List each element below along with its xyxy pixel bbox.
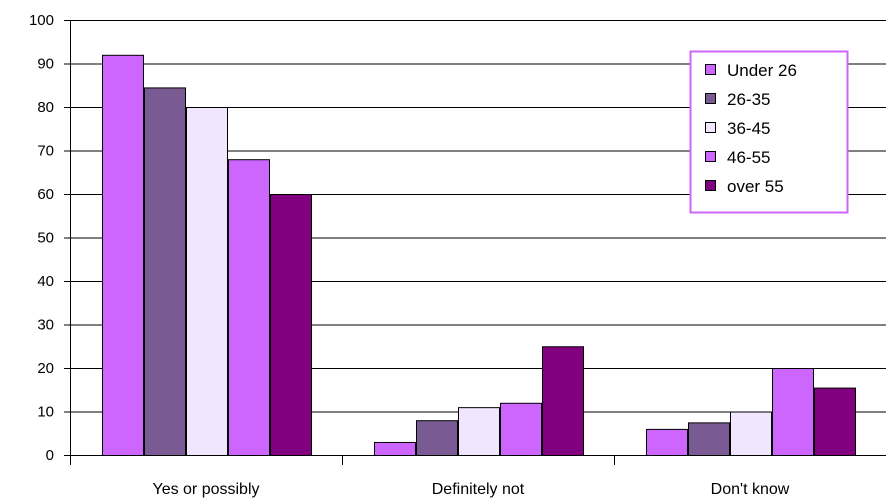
y-tick-label: 20	[37, 360, 54, 377]
y-tick-label: 0	[46, 447, 54, 464]
y-tick-label: 90	[37, 56, 54, 73]
y-tick-label: 10	[37, 404, 54, 421]
bar-over-55-2	[815, 388, 856, 455]
y-axis-tick-labels: 0 10 20 30 40 50 60 70 80 90 100	[29, 12, 54, 464]
category-label: Don't know	[711, 481, 790, 498]
legend-swatch	[706, 152, 716, 162]
bar-26-35-0	[145, 88, 186, 456]
legend-swatch	[706, 123, 716, 133]
bar-26-35-2	[689, 423, 730, 456]
x-axis-category-labels: Yes or possibly Definitely not Don't know	[152, 481, 789, 498]
bar-over-55-1	[543, 347, 584, 456]
bar-36-45-1	[459, 408, 500, 456]
bar-36-45-2	[731, 412, 772, 456]
y-tick-label: 40	[37, 273, 54, 290]
bar-36-45-0	[187, 108, 228, 456]
bar-under-26-0	[103, 55, 144, 455]
y-tick-label: 50	[37, 230, 54, 247]
legend-swatch	[706, 65, 716, 75]
legend-label: 46-55	[727, 148, 770, 167]
legend-label: 36-45	[727, 119, 770, 138]
bar-under-26-1	[375, 442, 416, 455]
category-label: Yes or possibly	[152, 481, 259, 498]
legend-swatch	[706, 181, 716, 191]
legend-label: over 55	[727, 177, 784, 196]
y-tick-label: 70	[37, 143, 54, 160]
y-tick-label: 60	[37, 186, 54, 203]
bar-46-55-2	[773, 369, 814, 456]
y-tick-label: 30	[37, 317, 54, 334]
legend-swatch	[706, 94, 716, 104]
bar-over-55-0	[271, 195, 312, 456]
bar-under-26-2	[647, 429, 688, 455]
category-label: Definitely not	[432, 481, 525, 498]
bar-26-35-1	[417, 421, 458, 456]
bar-46-55-0	[229, 160, 270, 456]
legend: Under 26 26-35 36-45 46-55 over 55	[691, 52, 848, 213]
legend-label: Under 26	[727, 61, 797, 80]
y-tick-label: 100	[29, 12, 54, 29]
bar-46-55-1	[501, 403, 542, 455]
y-tick-label: 80	[37, 99, 54, 116]
legend-label: 26-35	[727, 90, 770, 109]
